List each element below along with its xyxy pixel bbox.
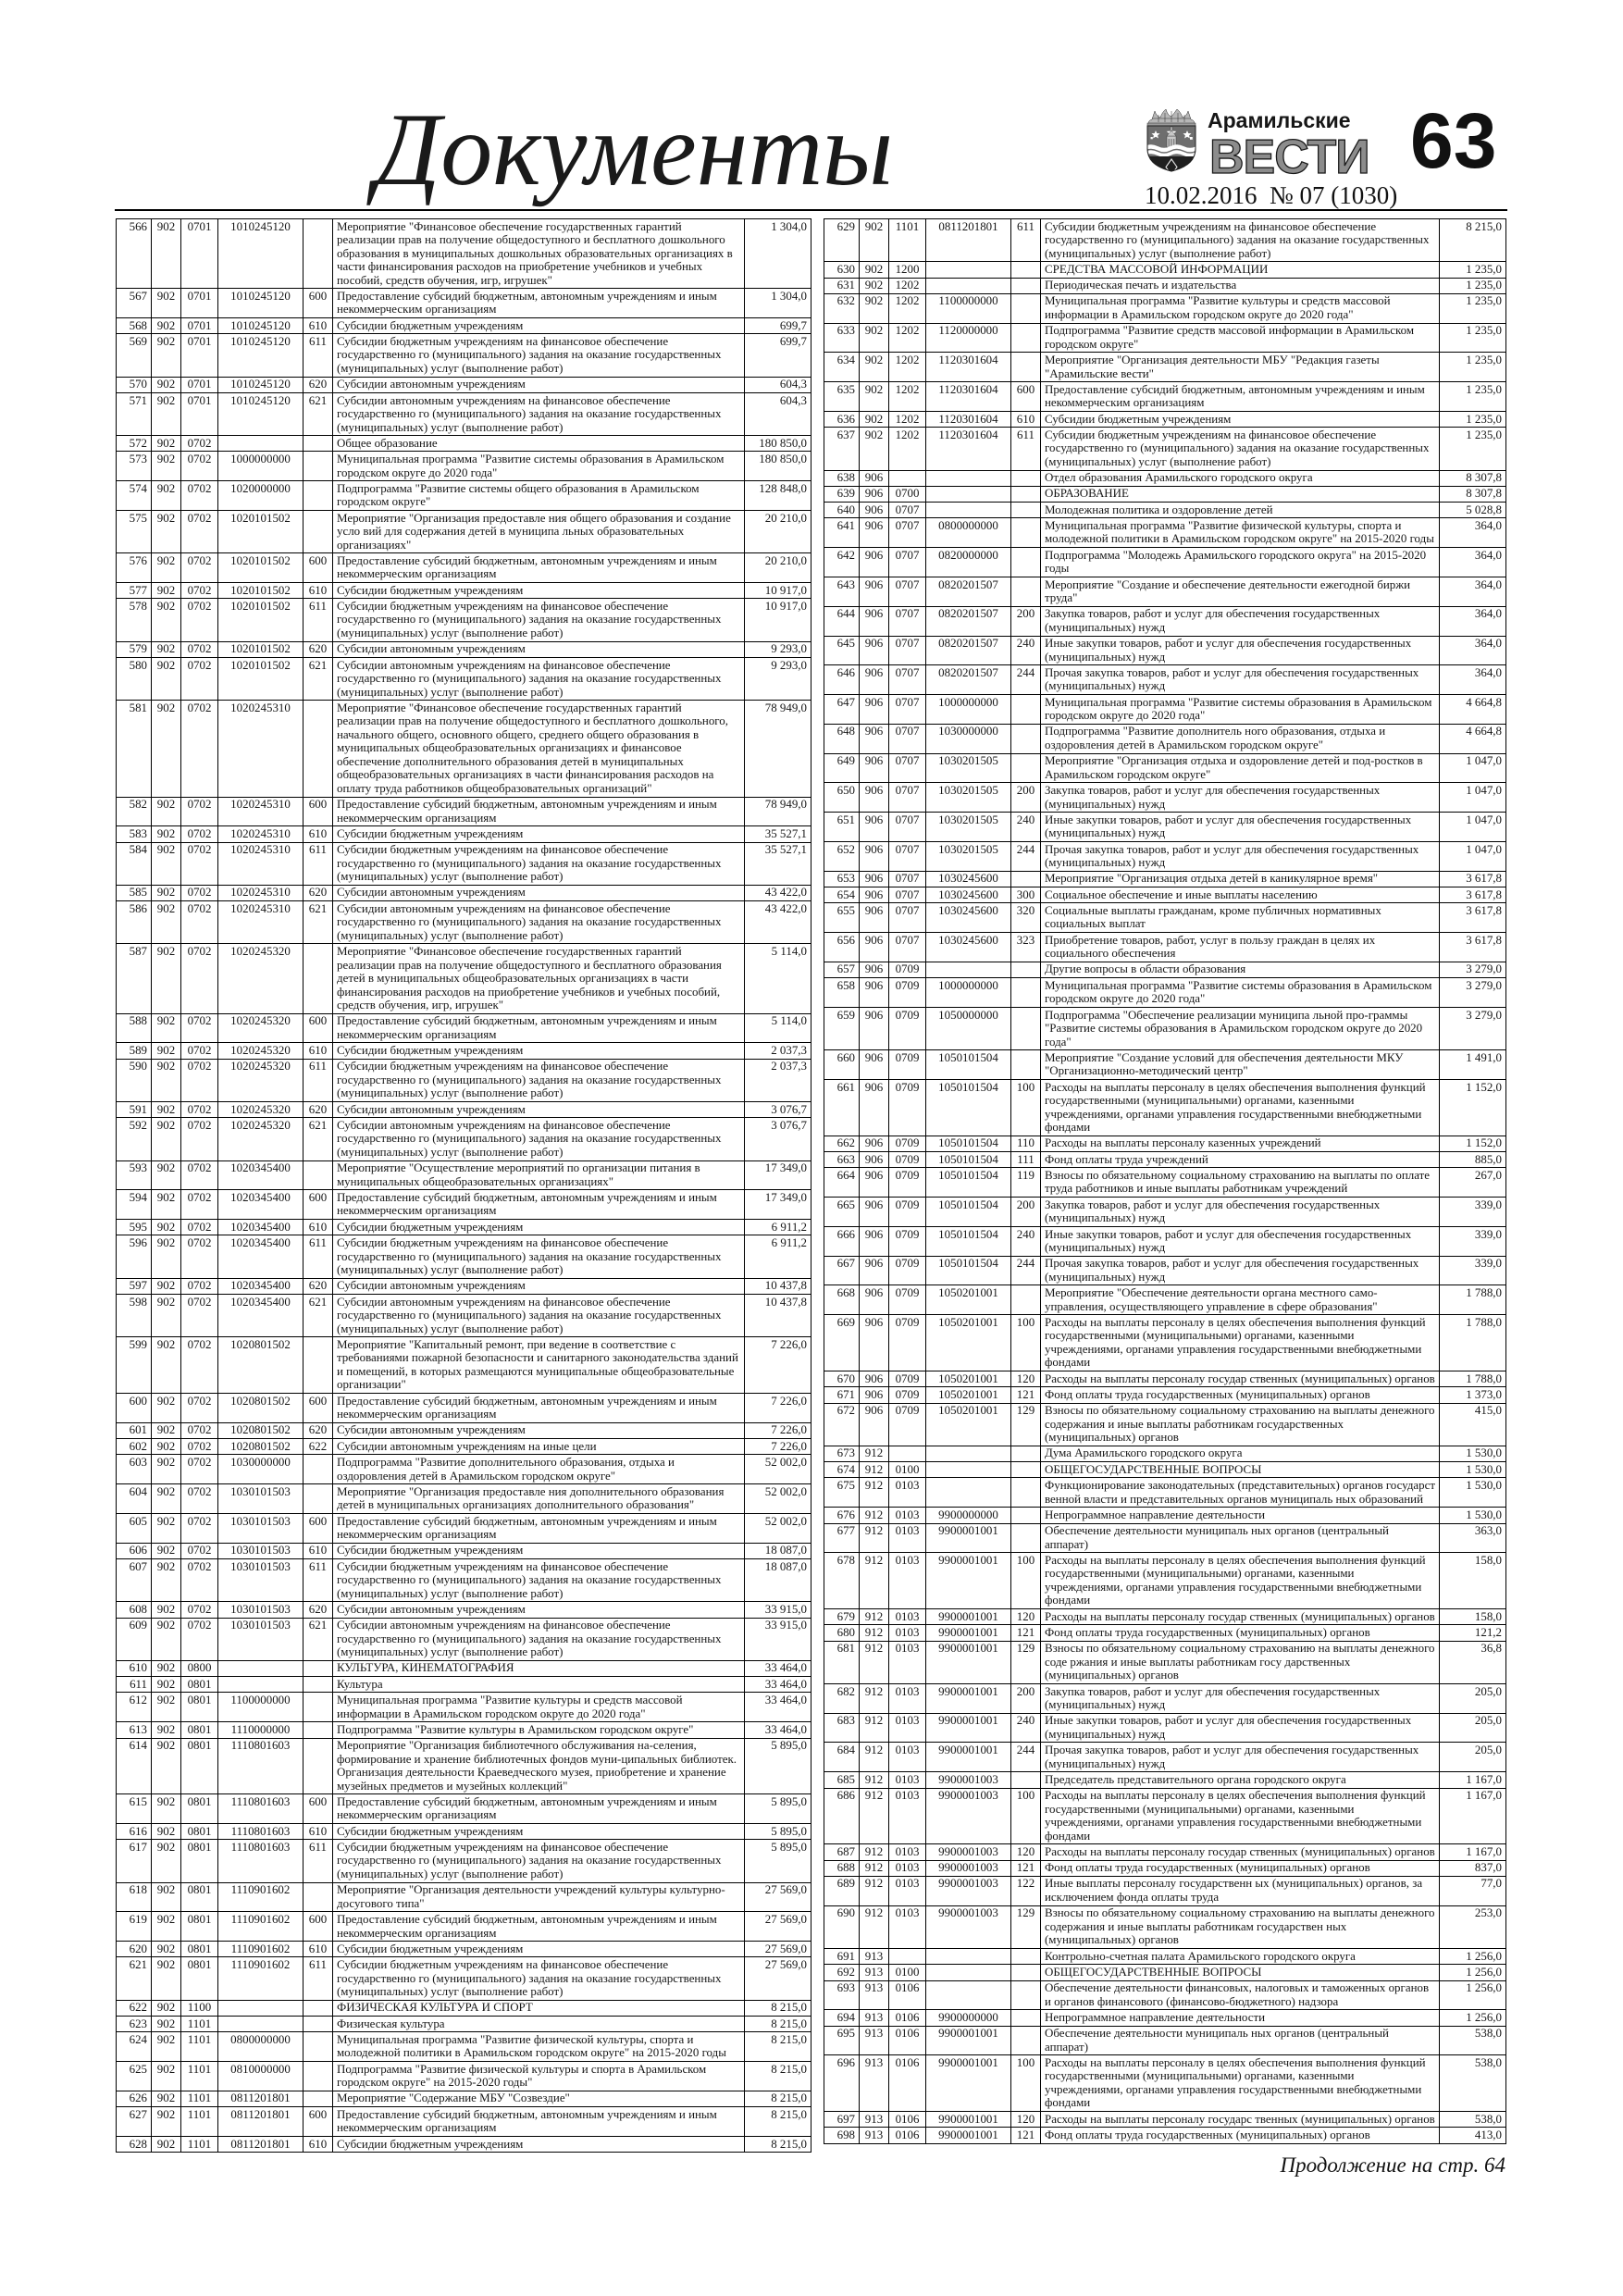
svg-text:Арамильские: Арамильские [1208, 109, 1351, 132]
svg-text:ВЕСТИ: ВЕСТИ [1209, 130, 1369, 184]
